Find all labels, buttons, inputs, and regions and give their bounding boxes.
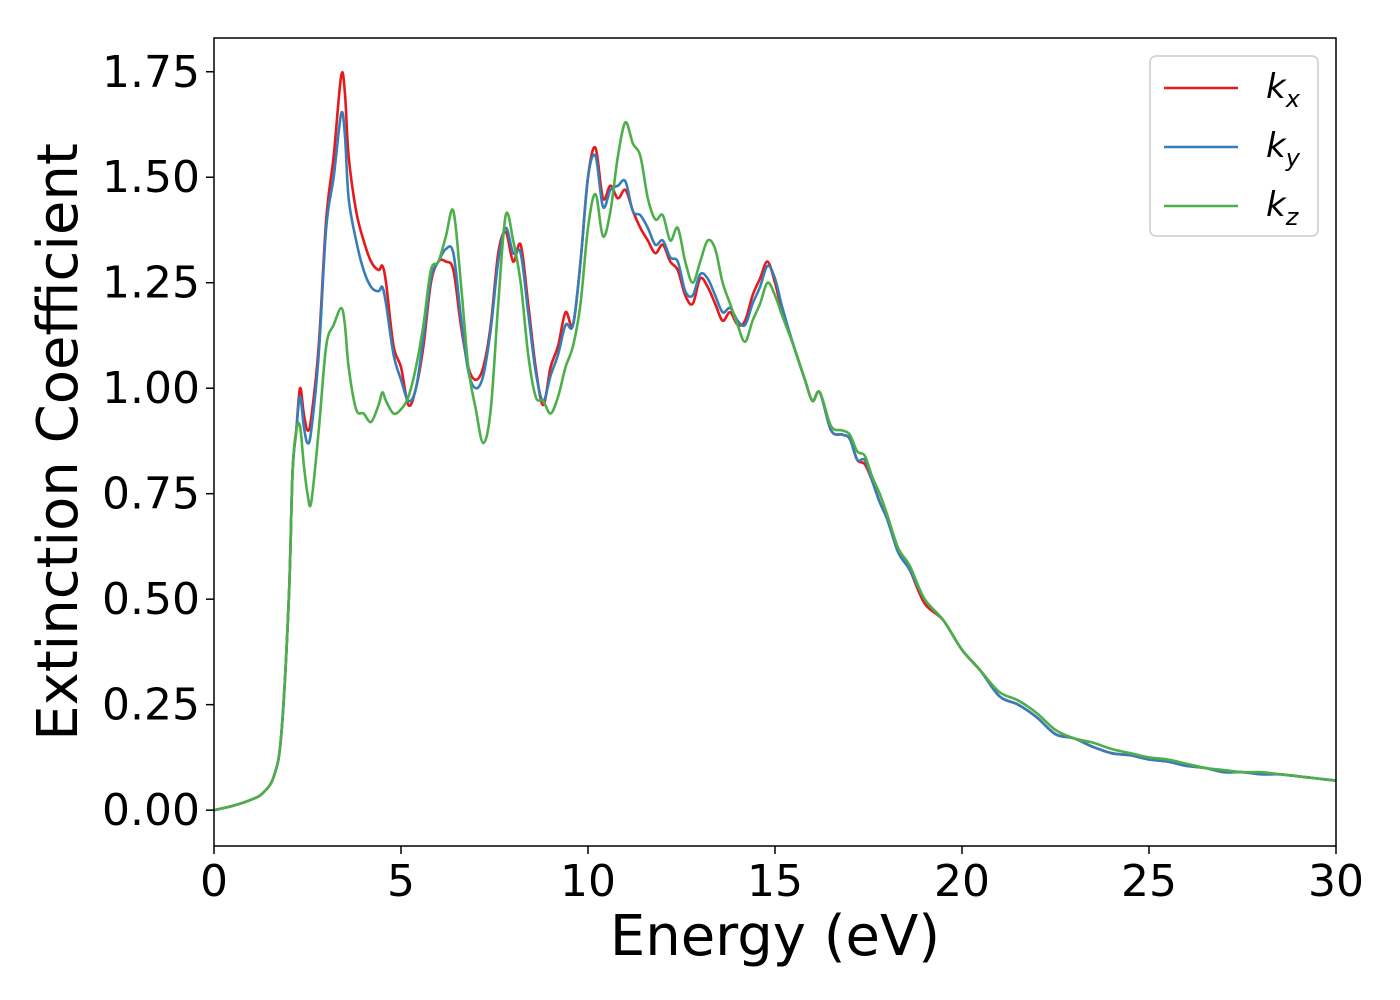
y-axis: 0.00 0.25 0.50 0.75 1.00 1.25 1.50 1.75 <box>102 47 214 836</box>
legend-subscript: x <box>1285 85 1301 113</box>
y-tick-label: 0.75 <box>102 469 200 520</box>
y-tick-label: 1.00 <box>102 363 200 414</box>
y-tick-label: 1.75 <box>102 47 200 98</box>
x-tick-label: 5 <box>387 856 415 907</box>
x-axis-label: Energy (eV) <box>610 904 940 969</box>
x-tick-label: 25 <box>1121 856 1177 907</box>
y-tick-label: 0.25 <box>102 680 200 731</box>
x-tick-label: 10 <box>560 856 616 907</box>
x-tick-label: 15 <box>747 856 803 907</box>
x-tick-label: 20 <box>934 856 990 907</box>
series-line-kz <box>213 121 1337 812</box>
y-tick-label: 0.00 <box>102 785 200 836</box>
x-tick-label: 0 <box>200 856 228 907</box>
y-tick-label: 1.50 <box>102 152 200 203</box>
y-tick-label: 1.25 <box>102 258 200 309</box>
legend-subscript: y <box>1285 144 1301 172</box>
x-axis: 0 5 10 15 20 25 30 <box>200 846 1364 907</box>
series-lines <box>213 70 1337 812</box>
y-axis-label: Extinction Coefficient <box>26 143 91 741</box>
legend-subscript: z <box>1285 203 1300 231</box>
x-tick-label: 30 <box>1308 856 1364 907</box>
y-tick-label: 0.50 <box>102 574 200 625</box>
